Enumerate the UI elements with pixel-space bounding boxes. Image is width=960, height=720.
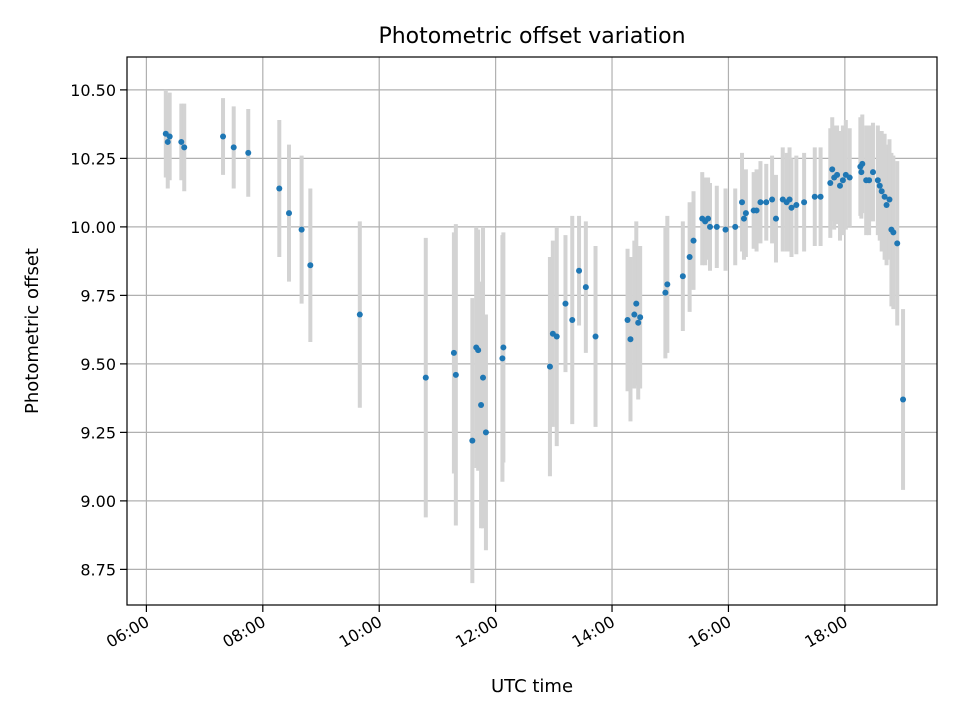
data-point [631,311,638,318]
data-point [553,333,560,340]
data-point [475,347,482,354]
y-tick-label: 10.00 [70,218,116,237]
data-point [624,317,631,324]
data-point [707,223,714,230]
data-point [705,215,712,222]
data-point [769,196,776,203]
y-tick-label: 10.50 [70,81,116,100]
data-point [859,160,866,167]
y-tick-label: 9.00 [80,492,116,511]
data-point [220,133,227,140]
data-point [164,138,171,145]
data-point [635,319,642,326]
data-point [757,199,764,206]
data-point [245,149,252,156]
data-point [801,199,808,206]
data-point [181,144,188,151]
data-point [230,144,237,151]
data-point [836,182,843,189]
plot-frame [126,56,938,606]
data-point [846,174,853,181]
data-point [627,336,634,343]
y-axis-ticks: 8.75 9.00 9.25 9.50 9.75 10.00 10.25 10.50 [70,81,127,579]
data-point [874,177,881,184]
data-point [722,226,729,233]
data-point [869,169,876,176]
data-point [740,215,747,222]
y-tick-label: 9.25 [80,423,116,442]
data-point [478,401,485,408]
data-point [894,240,901,247]
data-point [569,317,576,324]
y-tick-label: 10.25 [70,149,116,168]
data-point [890,229,897,236]
data-point [827,180,834,187]
data-point [834,171,841,178]
data-point [811,193,818,200]
data-point [482,429,489,436]
y-tick-label: 8.75 [80,560,116,579]
data-point [900,396,907,403]
data-point [732,223,739,230]
data-point [788,204,795,211]
data-point [742,210,749,217]
data-point [178,138,185,145]
data-point [858,169,865,176]
grid-lines [127,57,937,605]
chart-title: Photometric offset variation [378,24,685,49]
data-point [422,374,429,381]
data-point [817,193,824,200]
data-point [500,344,507,351]
data-point [592,333,599,340]
data-point [480,374,487,381]
y-tick-label: 9.75 [80,286,116,305]
data-point [276,185,283,192]
data-point [662,289,669,296]
data-point [686,254,693,261]
data-point [866,177,873,184]
data-point [886,196,893,203]
data-point [582,284,589,291]
data-point [307,262,314,269]
data-point [690,237,697,244]
data-point [298,226,305,233]
data-point [793,201,800,208]
y-axis-label: Photometric offset [22,248,43,414]
data-point [786,196,793,203]
data-point [679,273,686,280]
data-point [166,133,173,140]
data-point [637,314,644,321]
data-point [876,182,883,189]
data-point [772,215,779,222]
data-point [664,281,671,288]
data-point [713,223,720,230]
data-point [576,267,583,274]
data-point [829,166,836,173]
data-point [562,300,569,307]
data-point [633,300,640,307]
data-point [881,193,888,200]
data-point [450,349,457,356]
data-point [356,311,363,318]
data-point [499,355,506,362]
data-point [469,437,476,444]
data-point [753,207,760,214]
data-point [878,188,885,195]
data-points [162,130,907,444]
x-axis-label: UTC time [491,676,573,697]
y-tick-label: 9.50 [80,355,116,374]
data-point [546,363,553,370]
data-point [763,199,770,206]
data-point [286,210,292,217]
data-point [739,199,746,206]
data-point [883,201,890,208]
data-point [839,177,846,184]
data-point [452,371,459,378]
